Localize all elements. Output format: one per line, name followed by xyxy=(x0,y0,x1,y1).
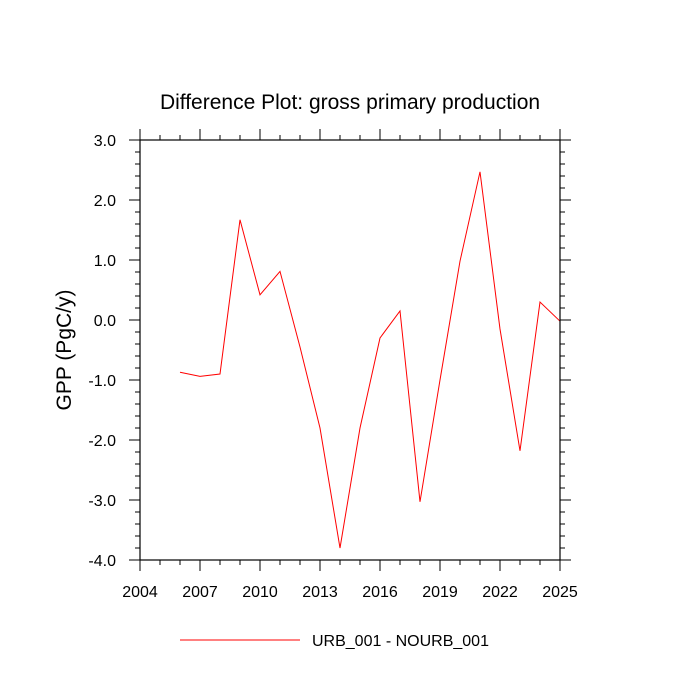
data-point xyxy=(499,328,502,331)
axis-ticks xyxy=(129,129,571,571)
legend-label: URB_001 - NOURB_001 xyxy=(312,633,489,650)
x-tick-label: 2010 xyxy=(242,584,278,601)
data-point xyxy=(299,346,302,349)
x-tick-label: 2019 xyxy=(422,584,458,601)
data-point xyxy=(479,170,482,173)
data-point xyxy=(359,427,362,430)
data-point xyxy=(539,301,542,304)
series-line xyxy=(179,171,561,549)
data-point xyxy=(199,375,202,378)
data-point xyxy=(319,427,322,430)
y-tick-label: 1.0 xyxy=(94,253,116,270)
chart-title: Difference Plot: gross primary productio… xyxy=(160,91,540,114)
data-point xyxy=(279,270,282,273)
data-point xyxy=(239,218,242,221)
legend: URB_001 - NOURB_001 xyxy=(180,633,489,650)
y-tick-label: -2.0 xyxy=(88,433,116,450)
x-tick-label: 2016 xyxy=(362,584,398,601)
data-point xyxy=(459,260,462,263)
data-point xyxy=(179,371,182,374)
y-tick-label: 3.0 xyxy=(94,133,116,150)
x-tick-label: 2025 xyxy=(542,584,578,601)
x-tick-label: 2013 xyxy=(302,584,338,601)
data-point xyxy=(379,337,382,340)
data-point xyxy=(439,379,442,382)
data-point xyxy=(419,500,422,503)
y-axis-title: GPP (PgC/y) xyxy=(53,290,76,411)
data-point xyxy=(339,547,342,550)
y-tick-label: -4.0 xyxy=(88,553,116,570)
data-point xyxy=(399,310,402,313)
x-tick-label: 2004 xyxy=(122,584,158,601)
x-tick-label: 2007 xyxy=(182,584,218,601)
y-tick-label: 0.0 xyxy=(94,313,116,330)
x-tick-labels: 2004 2007 2010 2013 2016 2019 2022 2025 xyxy=(122,584,578,601)
data-point xyxy=(519,449,522,452)
y-tick-label: 2.0 xyxy=(94,193,116,210)
y-tick-label: -1.0 xyxy=(88,373,116,390)
series-layer xyxy=(179,170,561,550)
data-point xyxy=(259,293,262,296)
y-tick-label: -3.0 xyxy=(88,493,116,510)
y-tick-labels: -4.0 -3.0 -2.0 -1.0 0.0 1.0 2.0 3.0 xyxy=(88,133,116,570)
plot-frame xyxy=(139,139,561,561)
data-point xyxy=(219,373,222,376)
x-tick-label: 2022 xyxy=(482,584,518,601)
